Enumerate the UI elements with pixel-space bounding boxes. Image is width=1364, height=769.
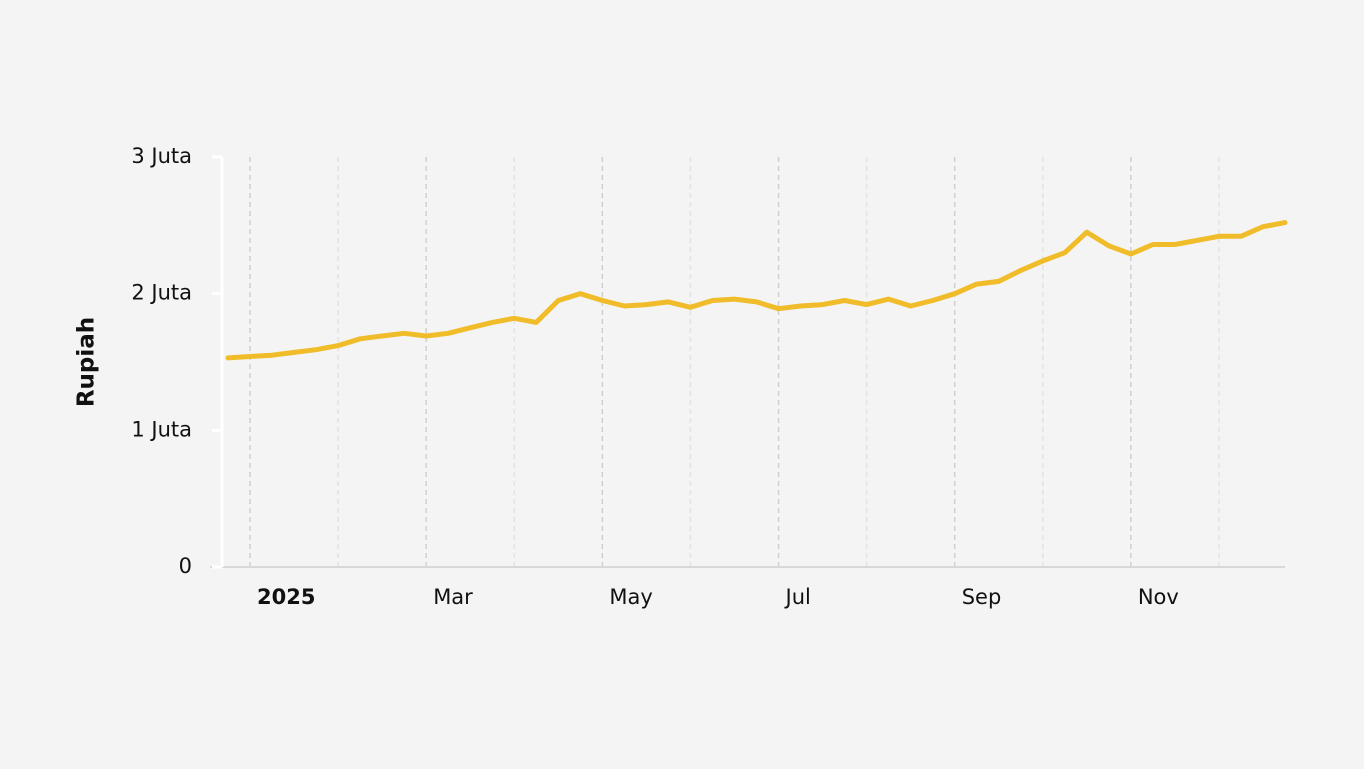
x-tick-label: Nov	[1138, 585, 1179, 609]
x-tick-label: Jul	[784, 585, 811, 609]
line-series	[225, 220, 1288, 361]
x-tick-label: Mar	[433, 585, 473, 609]
y-tick-label: 0	[179, 554, 192, 578]
x-tick-label: May	[609, 585, 652, 609]
x-tick-label: Sep	[962, 585, 1002, 609]
y-tick-label: 2 Juta	[131, 281, 192, 305]
x-tick-label: 2025	[257, 585, 315, 609]
y-tick-label: 1 Juta	[131, 417, 192, 441]
y-axis-title: Rupiah	[74, 317, 100, 407]
y-tick-label: 3 Juta	[131, 144, 192, 168]
